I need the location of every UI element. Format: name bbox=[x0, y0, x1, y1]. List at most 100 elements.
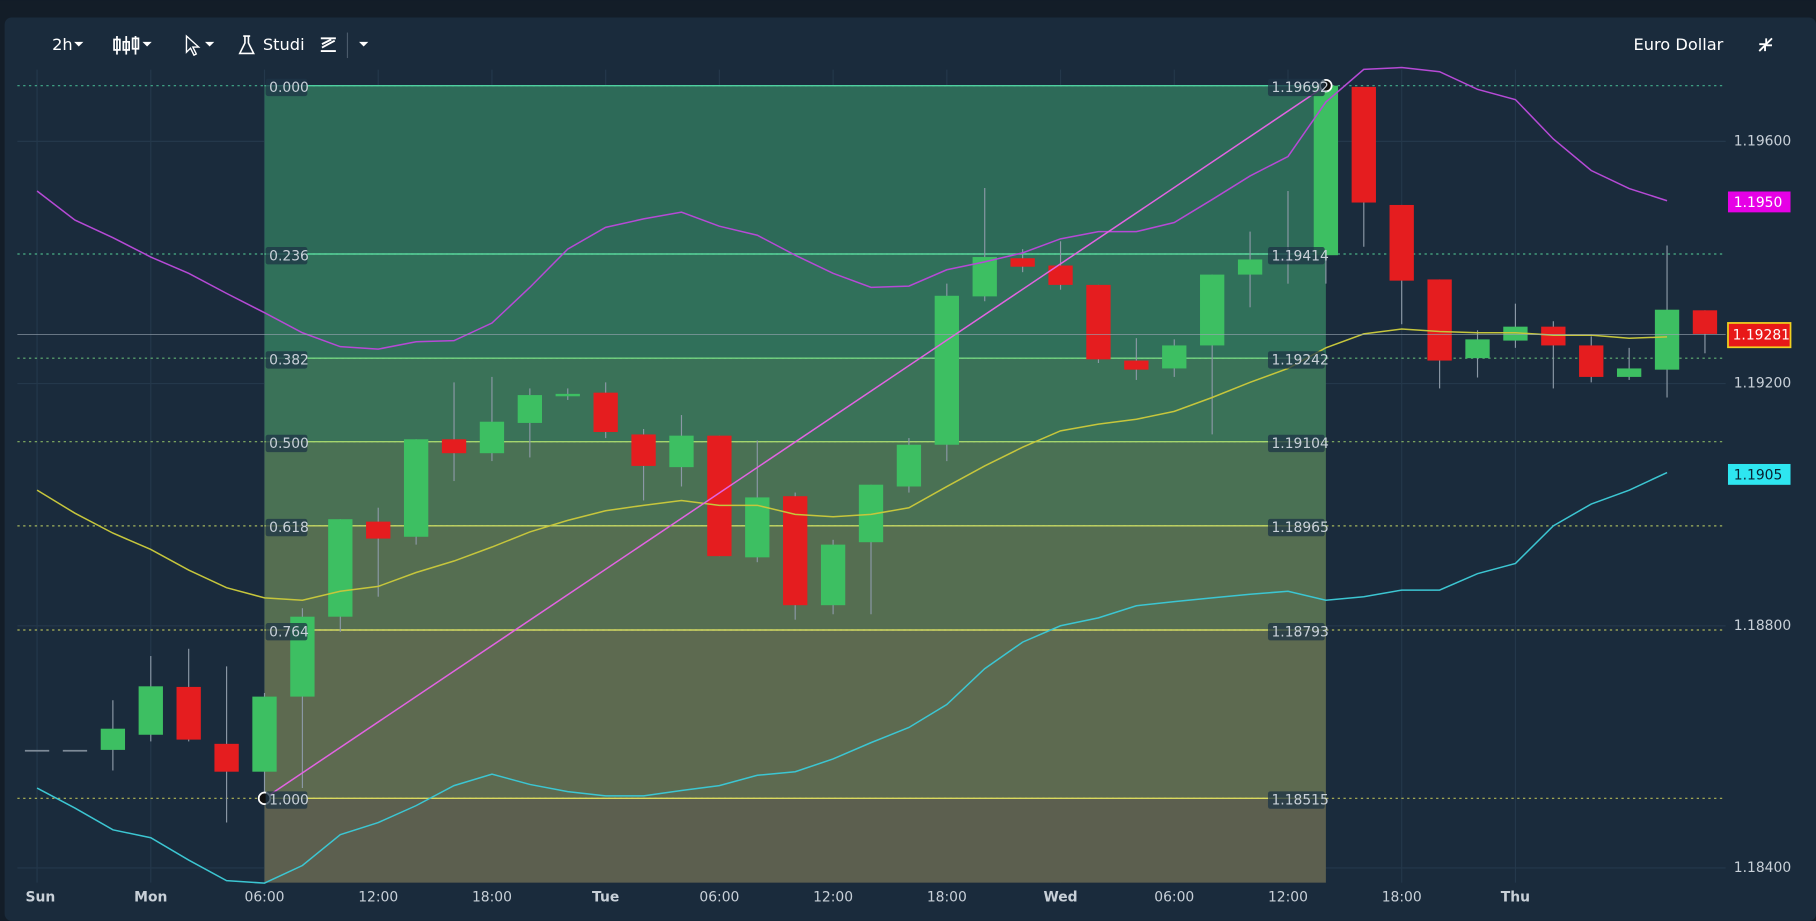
candle-body bbox=[1503, 326, 1528, 341]
x-tick-label: 18:00 bbox=[1382, 890, 1422, 906]
x-tick-label: 18:00 bbox=[472, 890, 512, 906]
last-price-badge bbox=[1727, 322, 1792, 349]
candle-body bbox=[896, 444, 922, 487]
x-tick-label: Thu bbox=[1501, 890, 1530, 906]
candle-body bbox=[1351, 86, 1376, 203]
fib-price-bg bbox=[1267, 78, 1325, 97]
toolbar: 2h Studi Euro Dollar bbox=[52, 32, 1773, 59]
candle-body bbox=[555, 393, 580, 397]
fib-price-label: 1.18515 bbox=[1271, 793, 1328, 809]
dropdown-arrow[interactable] bbox=[142, 41, 152, 47]
candle-body bbox=[1313, 85, 1339, 256]
candle-body bbox=[1465, 339, 1490, 359]
x-tick-label: Sun bbox=[25, 890, 55, 906]
x-tick-label: 06:00 bbox=[699, 890, 739, 906]
fib-price-bg bbox=[1267, 518, 1325, 537]
chart-type-button[interactable] bbox=[113, 36, 140, 55]
candle-body bbox=[1200, 274, 1225, 346]
fib-label-bg bbox=[265, 351, 308, 369]
fib-zone bbox=[264, 254, 1326, 359]
drawing-button[interactable] bbox=[320, 37, 336, 53]
fib-level-label: 0.618 bbox=[269, 520, 309, 536]
candle-body bbox=[1389, 204, 1414, 281]
x-tick-label: 12:00 bbox=[1268, 890, 1308, 906]
fib-level-label: 0.000 bbox=[269, 80, 309, 96]
band-badge bbox=[1727, 191, 1791, 213]
band-badge bbox=[1727, 463, 1791, 485]
candle-body bbox=[669, 435, 694, 468]
candle-body bbox=[517, 395, 543, 423]
candle-body bbox=[479, 421, 505, 454]
fib-label-bg bbox=[265, 623, 308, 641]
dropdown-arrow[interactable] bbox=[74, 41, 84, 47]
candle-body bbox=[1616, 368, 1642, 377]
fib-label-bg bbox=[265, 518, 308, 537]
x-tick-label: Tue bbox=[592, 890, 619, 906]
candle-body bbox=[62, 749, 88, 752]
fib-trend-line bbox=[264, 85, 1327, 799]
fib-zone bbox=[264, 85, 1326, 255]
candle-body bbox=[1010, 258, 1035, 267]
fibonacci bbox=[17, 84, 1726, 883]
candle-body bbox=[138, 686, 163, 735]
candle-body bbox=[1541, 326, 1566, 346]
candle-body bbox=[24, 749, 50, 752]
candle-body bbox=[1579, 345, 1604, 377]
studies-button[interactable]: Studi bbox=[263, 35, 305, 54]
candle-body bbox=[1427, 279, 1452, 361]
candle-body bbox=[593, 392, 618, 433]
candle-body bbox=[1124, 360, 1149, 370]
fib-label-bg bbox=[265, 78, 308, 97]
collapse-button[interactable] bbox=[1758, 37, 1773, 52]
y-tick-label: 1.19200 bbox=[1734, 376, 1791, 392]
fib-level-label: 0.764 bbox=[269, 624, 309, 640]
candle-body bbox=[403, 439, 429, 537]
fib-price-bg bbox=[1267, 623, 1325, 641]
candle-body bbox=[1654, 309, 1680, 370]
y-tick-label: 1.18800 bbox=[1734, 618, 1791, 634]
fib-zone bbox=[264, 798, 1326, 883]
x-tick-label: 18:00 bbox=[927, 890, 967, 906]
x-tick-label: Mon bbox=[134, 890, 167, 906]
x-tick-label: 06:00 bbox=[245, 890, 285, 906]
fib-zone bbox=[264, 358, 1326, 442]
candle-body bbox=[707, 435, 732, 557]
band-line bbox=[36, 66, 1668, 350]
fib-price-label: 1.18965 bbox=[1271, 520, 1328, 536]
fib-level-label: 0.500 bbox=[269, 436, 309, 452]
fib-price-label: 1.19104 bbox=[1271, 436, 1329, 452]
candle-body bbox=[214, 743, 239, 772]
fib-price-bg bbox=[1267, 247, 1325, 265]
candle-body bbox=[1086, 284, 1111, 360]
candle-body bbox=[1692, 310, 1718, 334]
fib-label-bg bbox=[265, 247, 308, 265]
dropdown-arrow[interactable] bbox=[359, 41, 369, 47]
fib-price-label: 1.18793 bbox=[1271, 624, 1328, 640]
fib-zone bbox=[264, 630, 1326, 799]
studies-icon[interactable] bbox=[238, 35, 255, 55]
band-line bbox=[36, 328, 1668, 602]
candle-body bbox=[328, 519, 353, 617]
candle-body bbox=[366, 521, 391, 539]
fib-price-bg bbox=[1267, 434, 1325, 453]
labels: 1.19600 1.19200 1.18800 1.18400 Sun Mon 06:00 1… bbox=[25, 78, 1792, 906]
fib-price-label: 1.19692 bbox=[1271, 80, 1328, 96]
band-line bbox=[36, 471, 1668, 884]
candle-body bbox=[1162, 345, 1187, 369]
candle-body bbox=[100, 728, 126, 750]
fib-label-bg bbox=[265, 791, 308, 809]
band-badge-label: 1.1905 bbox=[1734, 468, 1783, 484]
dropdown-arrow[interactable] bbox=[204, 41, 215, 47]
candle-body bbox=[631, 434, 656, 466]
indicators bbox=[17, 66, 1726, 884]
fib-label-bg bbox=[265, 434, 308, 453]
candle-body bbox=[934, 295, 959, 445]
y-tick-label: 1.18400 bbox=[1734, 860, 1791, 876]
fib-level-label: 0.236 bbox=[269, 248, 309, 264]
fib-price-bg bbox=[1267, 351, 1325, 369]
interval-button[interactable]: 2h bbox=[52, 35, 73, 54]
cursor-button[interactable] bbox=[185, 34, 201, 57]
candle-body bbox=[441, 439, 467, 454]
